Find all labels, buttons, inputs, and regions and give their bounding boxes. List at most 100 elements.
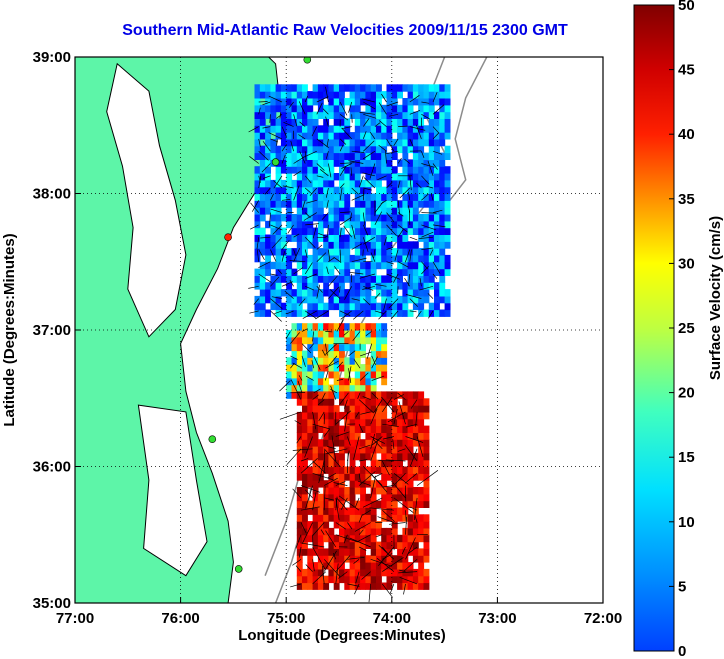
velocity-cell: [397, 227, 403, 235]
velocity-vector: [414, 515, 418, 523]
velocity-cell: [349, 234, 356, 242]
velocity-cell: [365, 173, 372, 181]
velocity-cell: [333, 466, 340, 474]
velocity-vector: [305, 310, 317, 319]
velocity-vector: [328, 163, 332, 178]
velocity-cell: [339, 377, 345, 386]
velocity-cell: [418, 125, 425, 133]
velocity-vector: [382, 509, 395, 522]
velocity-cell: [391, 439, 398, 447]
velocity-cell: [307, 452, 314, 461]
velocity-cell: [302, 309, 308, 317]
velocity-vector: [339, 286, 341, 293]
velocity-cell: [365, 555, 372, 563]
velocity-cell: [360, 275, 366, 283]
velocity-cell: [339, 234, 345, 242]
velocity-cell: [328, 343, 335, 352]
velocity-cell: [317, 391, 324, 399]
velocity-cell: [391, 200, 398, 208]
velocity-cell: [376, 166, 382, 174]
velocity-cell: [328, 234, 335, 242]
velocity-vector: [344, 411, 348, 432]
velocity-cell: [339, 452, 345, 461]
velocity-vector: [258, 249, 265, 260]
velocity-cell: [339, 241, 345, 249]
velocity-cell: [354, 541, 361, 549]
velocity-cell: [323, 377, 330, 386]
velocity-cell: [397, 473, 403, 481]
velocity-cell: [360, 282, 366, 290]
velocity-cell: [280, 214, 287, 222]
velocity-cell: [312, 330, 319, 338]
velocity-cell: [328, 241, 335, 249]
velocity-cell: [386, 200, 393, 208]
velocity-cell: [349, 350, 356, 358]
velocity-cell: [360, 125, 366, 133]
velocity-cell: [439, 91, 446, 99]
velocity-cell: [296, 275, 303, 283]
velocity-cell: [370, 330, 377, 338]
velocity-cell: [381, 507, 388, 515]
velocity-cell: [423, 138, 430, 147]
velocity-cell: [423, 541, 430, 549]
velocity-cell: [407, 452, 414, 461]
velocity-cell: [365, 289, 372, 297]
velocity-cell: [286, 186, 293, 195]
velocity-cell: [397, 145, 403, 154]
velocity-cell: [349, 377, 356, 386]
velocity-cell: [317, 125, 324, 133]
velocity-cell: [349, 330, 356, 338]
velocity-cell: [370, 575, 377, 584]
velocity-cell: [370, 159, 377, 167]
velocity-vector: [386, 273, 401, 280]
velocity-cell: [412, 575, 419, 584]
velocity-cell: [291, 268, 298, 276]
velocity-cell: [323, 241, 330, 249]
velocity-cell: [360, 200, 366, 208]
velocity-cell: [412, 466, 419, 474]
velocity-cell: [344, 548, 351, 556]
velocity-cell: [312, 111, 319, 119]
velocity-cell: [365, 145, 372, 154]
velocity-cell: [386, 282, 393, 290]
velocity-vector: [371, 436, 383, 446]
velocity-cell: [444, 207, 451, 215]
velocity-cell: [365, 411, 372, 420]
velocity-vector: [359, 112, 375, 115]
velocity-cell: [259, 207, 266, 215]
velocity-cell: [270, 282, 277, 290]
velocity-cell: [354, 350, 361, 358]
velocity-cell: [407, 84, 414, 92]
velocity-cell: [323, 323, 330, 331]
velocity-cell: [354, 418, 361, 427]
velocity-cell: [312, 282, 319, 290]
velocity-cell: [307, 91, 314, 99]
sound: [137, 404, 208, 577]
velocity-cell: [397, 452, 403, 461]
velocity-cell: [259, 289, 266, 297]
velocity-cell: [339, 309, 345, 317]
velocity-cell: [259, 193, 266, 201]
velocity-vector: [386, 181, 393, 189]
velocity-cell: [328, 473, 335, 481]
velocity-cell: [333, 98, 340, 106]
velocity-cell: [296, 418, 303, 427]
velocity-cell: [307, 111, 314, 119]
velocity-cell: [397, 220, 403, 229]
velocity-vector: [354, 583, 360, 595]
velocity-vector: [357, 480, 371, 486]
velocity-cell: [328, 541, 335, 549]
velocity-cell: [402, 466, 409, 474]
velocity-cell: [270, 98, 277, 106]
velocity-cell: [407, 562, 414, 570]
velocity-cell: [291, 323, 298, 331]
velocity-cell: [317, 91, 324, 99]
velocity-cell: [328, 398, 335, 406]
velocity-cell: [354, 384, 361, 392]
velocity-cell: [434, 309, 440, 317]
velocity-vector: [397, 157, 402, 164]
velocity-cell: [265, 159, 271, 167]
velocity-vector: [351, 224, 356, 240]
velocity-vector: [413, 497, 418, 521]
velocity-cell: [412, 487, 419, 495]
